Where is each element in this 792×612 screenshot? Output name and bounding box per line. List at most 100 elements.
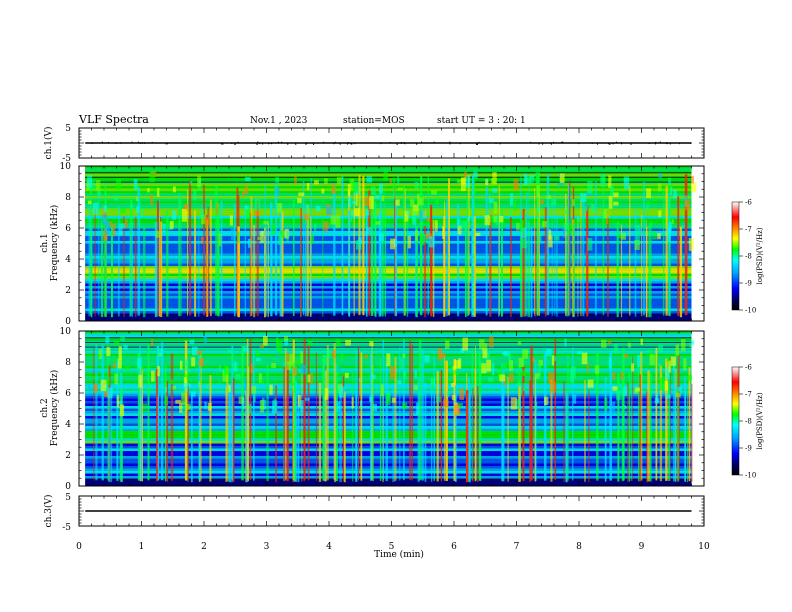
- spectrogram-patch: [400, 357, 403, 370]
- spectrogram-patch: [383, 171, 388, 181]
- spectrogram-patch: [98, 348, 103, 360]
- spectrogram-band: [85, 428, 692, 432]
- spectrogram-patch: [444, 340, 450, 349]
- spectrogram-patch: [665, 367, 670, 380]
- spectrogram-patch: [414, 181, 419, 190]
- time-tick-label: 1: [139, 542, 145, 552]
- spectrogram-patch: [563, 222, 570, 230]
- spectrogram-streak: [300, 208, 302, 317]
- ch3-waveform-ticks: [78, 495, 705, 527]
- spectrogram-streak: [580, 199, 582, 317]
- spectrogram-patch: [181, 208, 188, 222]
- spectrogram-streak: [530, 345, 533, 481]
- spectrogram-patch: [389, 366, 396, 379]
- spectrogram-patch: [103, 229, 108, 241]
- spectrogram-patch: [298, 192, 305, 197]
- spectrogram-patch: [540, 199, 544, 205]
- spectrogram-band: [85, 176, 692, 179]
- spectrogram-patch: [397, 187, 404, 191]
- spectrogram-patch: [140, 208, 144, 217]
- spectrogram-streak: [582, 199, 585, 317]
- spectrogram-patch: [154, 188, 159, 193]
- spectrogram-patch: [303, 213, 310, 220]
- spectrogram-patch: [87, 200, 92, 205]
- spectrogram-patch: [613, 192, 619, 198]
- spectrogram-band: [85, 346, 692, 348]
- spectrogram-patch: [521, 227, 527, 239]
- spectrogram-patch: [502, 351, 507, 356]
- spectrogram-patch: [275, 177, 280, 183]
- spectrogram-patch: [416, 402, 419, 415]
- spectrogram-patch: [191, 346, 198, 356]
- spectrogram-patch: [248, 238, 251, 248]
- spectrogram-patch: [112, 223, 116, 237]
- spectrogram-streak: [424, 382, 427, 482]
- spectrogram-patch: [310, 372, 313, 385]
- spectrogram-patch: [686, 375, 692, 381]
- spectrogram-patch: [666, 356, 670, 362]
- spectrogram-streak: [140, 374, 143, 482]
- spectrogram-streak: [307, 344, 310, 481]
- spectrogram-patch: [106, 347, 111, 356]
- spectrogram-patch: [668, 183, 671, 194]
- spectrogram-patch: [663, 381, 668, 391]
- spectrogram-patch: [667, 230, 671, 243]
- spectrogram-streak: [628, 371, 631, 482]
- spectrogram-patch: [260, 230, 264, 243]
- spectrogram-patch: [665, 394, 671, 399]
- spectrogram-patch: [659, 377, 666, 391]
- spectrogram-patch: [627, 342, 632, 348]
- spectrogram-patch: [436, 396, 441, 402]
- spectrogram-patch: [150, 338, 154, 347]
- spectrogram-streak: [684, 174, 688, 316]
- time-tick-label: 5: [389, 542, 395, 552]
- spectrogram-streak: [620, 224, 623, 318]
- spectrogram-streak: [418, 339, 422, 481]
- spectrogram-patch: [546, 195, 552, 200]
- spectrogram-patch: [484, 342, 488, 351]
- spectrogram-patch: [490, 178, 496, 185]
- spectrogram-patch: [358, 378, 361, 383]
- spectrogram-patch: [339, 386, 345, 398]
- spectrogram-patch: [573, 394, 577, 404]
- spectrogram-patch: [542, 221, 548, 228]
- spectrogram-patch: [655, 393, 659, 404]
- spectrogram-patch: [155, 230, 161, 238]
- spectrogram-patch: [324, 178, 328, 184]
- spectrogram-patch: [300, 399, 304, 413]
- spectrogram-streak: [421, 349, 424, 481]
- spectrogram-streak: [178, 197, 181, 317]
- spectrogram-patch: [559, 181, 564, 187]
- spectrogram-band: [85, 438, 692, 442]
- spectrogram-streak: [604, 376, 607, 482]
- spectrogram-streak: [588, 390, 590, 483]
- spectrogram-streak: [322, 212, 324, 317]
- spectrogram-band: [85, 441, 692, 444]
- spectrogram-band: [85, 291, 692, 294]
- spectrogram-streak: [166, 209, 169, 317]
- spectrogram-streak: [215, 185, 218, 316]
- spectrogram-patch: [323, 221, 329, 232]
- spectrogram-patch: [567, 220, 572, 224]
- spectrogram-patch: [479, 339, 485, 350]
- spectrogram-patch: [522, 383, 525, 392]
- spectrogram-patch: [315, 205, 321, 212]
- spectrogram-patch: [286, 360, 292, 371]
- spectrogram-patch: [513, 199, 517, 212]
- spectrogram-patch: [314, 180, 319, 185]
- spectrogram-patch: [683, 358, 687, 371]
- spectrogram-band: [85, 201, 692, 204]
- spectrogram-band: [85, 223, 692, 227]
- spectrogram-streak: [228, 384, 231, 482]
- spectrogram-patch: [271, 362, 277, 368]
- spectrogram-patch: [137, 357, 142, 369]
- spectrogram-streak: [649, 221, 652, 318]
- spectrogram-patch: [419, 233, 425, 246]
- spectrogram-streak: [187, 189, 188, 316]
- spectrogram-patch: [360, 400, 363, 409]
- time-tick-label: 9: [639, 542, 645, 552]
- spectrogram-patch: [107, 387, 113, 399]
- spectrogram-streak: [348, 210, 351, 317]
- spectrogram-patch: [551, 199, 557, 206]
- spectrogram-streak: [665, 186, 668, 316]
